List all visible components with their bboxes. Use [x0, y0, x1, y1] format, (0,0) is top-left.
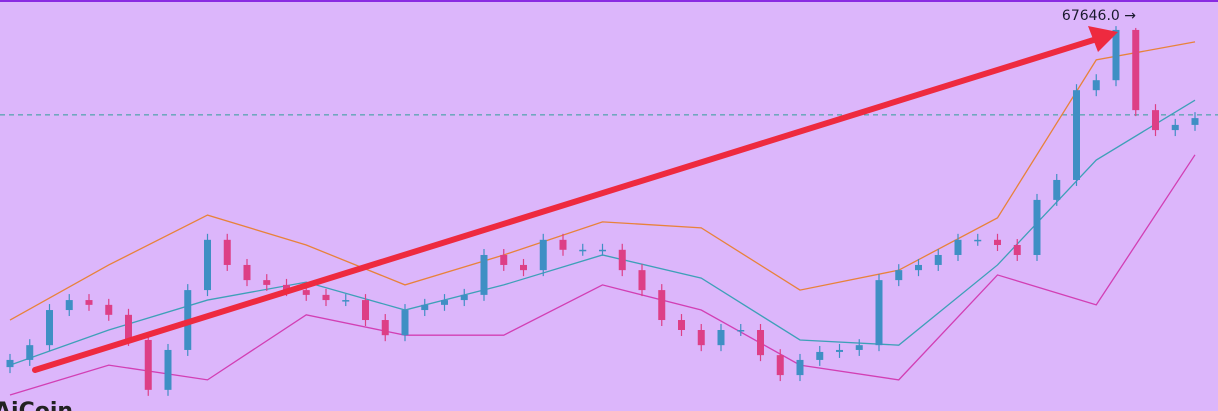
- max-price-label: 67646.0 →: [1062, 8, 1136, 24]
- candle-body: [144, 339, 152, 390]
- candle-body: [559, 239, 567, 250]
- candle-body: [283, 284, 290, 291]
- candle-body: [737, 329, 745, 332]
- candle-body: [26, 345, 34, 360]
- candle-body: [539, 239, 547, 271]
- watermark: AiCoin: [0, 399, 73, 411]
- candle-body: [441, 300, 448, 305]
- candle-body: [6, 359, 14, 368]
- candle-body: [322, 294, 330, 301]
- trend-arrow: [32, 26, 1118, 373]
- candle-body: [816, 351, 824, 360]
- candle-body: [46, 310, 53, 346]
- candle-body: [599, 249, 606, 252]
- candle-body: [776, 355, 784, 376]
- candle-body: [85, 300, 93, 305]
- candle-body: [875, 280, 883, 346]
- arrow-head: [1088, 26, 1118, 52]
- candle-body: [125, 314, 132, 340]
- candle-body: [1053, 179, 1061, 200]
- candle-body: [1013, 245, 1021, 255]
- candle-body: [1171, 124, 1179, 131]
- candle-body: [1132, 29, 1140, 111]
- candle-body: [717, 329, 725, 346]
- candle-body: [954, 239, 962, 255]
- candle-body: [520, 264, 527, 271]
- candle-body: [855, 345, 863, 350]
- candle-body: [263, 280, 271, 285]
- plot-layer: [0, 26, 1218, 396]
- candle-body: [697, 329, 705, 346]
- candle-body: [1152, 110, 1159, 131]
- candle-body: [421, 304, 429, 311]
- candle-body: [836, 349, 843, 352]
- candle-body: [204, 239, 211, 291]
- candle-body: [1092, 80, 1100, 91]
- candle-body: [895, 270, 903, 281]
- candle-body: [342, 300, 350, 302]
- candle-body: [302, 290, 310, 295]
- candle-body: [678, 320, 685, 330]
- candle-body: [381, 320, 389, 336]
- candle-body: [480, 254, 488, 295]
- candle-body: [994, 239, 1001, 246]
- candle-body: [757, 329, 764, 356]
- candle-body: [223, 239, 231, 265]
- candle-body: [915, 264, 922, 271]
- band-line: [9, 41, 1196, 321]
- candle-body: [65, 300, 73, 311]
- candle-body: [164, 349, 172, 390]
- candle-body: [460, 294, 468, 301]
- arrow-shaft: [32, 35, 1103, 373]
- candle-body: [1191, 118, 1199, 125]
- candle-body: [500, 254, 508, 265]
- candle-body: [796, 359, 804, 376]
- band-line: [9, 154, 1196, 396]
- candle-body: [1033, 199, 1041, 255]
- candle-body: [658, 290, 666, 321]
- candle-body: [638, 270, 646, 291]
- candle-body: [362, 300, 369, 321]
- candle-body: [1073, 90, 1080, 180]
- candle-body: [105, 304, 113, 315]
- candle-body: [401, 310, 409, 336]
- candle-body: [934, 254, 942, 265]
- candle-body: [618, 249, 626, 271]
- candle-body: [1112, 29, 1120, 81]
- candle-body: [579, 249, 587, 252]
- candle-body: [243, 264, 251, 281]
- candle-body: [974, 239, 982, 242]
